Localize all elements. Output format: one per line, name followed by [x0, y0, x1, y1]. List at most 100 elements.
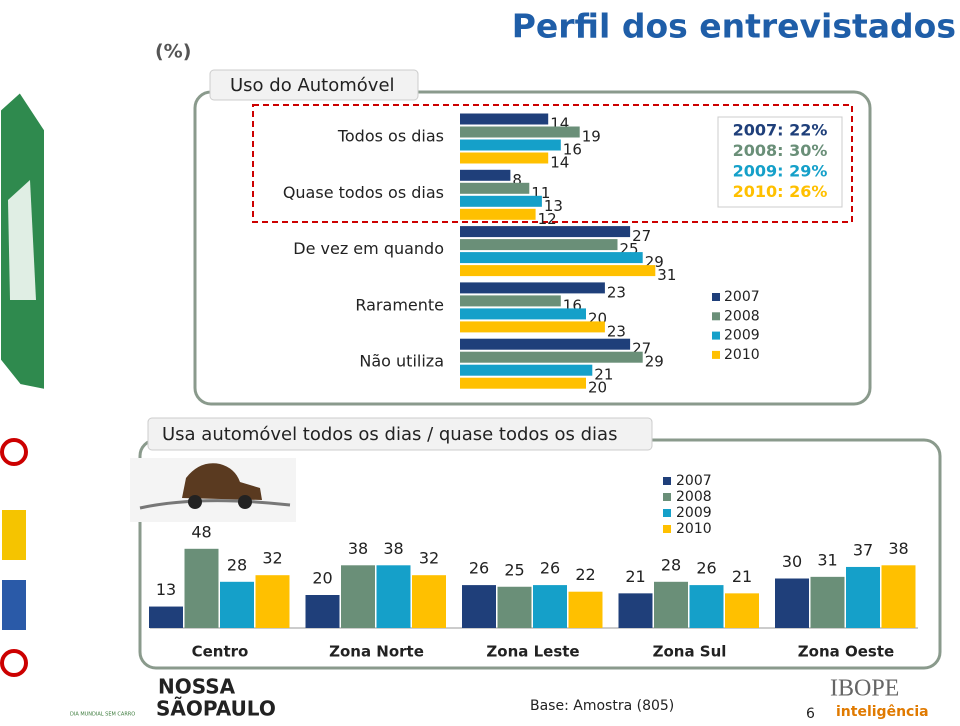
bar [460, 295, 561, 307]
unit: (%) [155, 41, 191, 63]
category-label: Zona Leste [486, 643, 579, 661]
category-label: Zona Norte [329, 643, 424, 661]
value-label: 22 [575, 565, 595, 584]
value-label: 23 [607, 283, 626, 301]
legend-label: 2008 [676, 489, 712, 505]
bar [810, 576, 845, 628]
bar [460, 208, 536, 220]
value-label: 31 [817, 550, 837, 569]
legend-swatch [712, 331, 720, 340]
value-label: 8 [512, 171, 522, 189]
legend-swatch [712, 312, 720, 321]
value-label: 27 [632, 227, 651, 245]
logo-text: NOSSA [158, 675, 236, 699]
legend-swatch [712, 293, 720, 301]
page-number: 6 [806, 706, 815, 722]
bar [184, 548, 219, 628]
bar [149, 606, 183, 628]
category-label: Zona Oeste [798, 643, 894, 661]
bar [305, 595, 340, 628]
value-label: 21 [732, 567, 752, 586]
legend-label: 2010 [724, 347, 760, 363]
value-label: 26 [469, 559, 489, 578]
value-label: 30 [782, 552, 802, 571]
bar [462, 585, 496, 628]
panel-tab [209, 69, 419, 101]
bar [460, 338, 631, 350]
category-label: Todos os dias [337, 127, 444, 146]
category-label: Zona Sul [653, 643, 727, 661]
value-label: 32 [262, 549, 282, 568]
category-label: Centro [192, 643, 249, 661]
bar [255, 575, 290, 628]
value-label: 38 [888, 539, 908, 558]
bar [775, 578, 809, 628]
bar [460, 239, 618, 251]
annotation-box [717, 116, 843, 208]
value-label: 14 [550, 154, 569, 172]
value-label: 29 [645, 353, 664, 371]
value-label: 20 [312, 569, 332, 588]
bar [846, 566, 880, 628]
bar [460, 139, 561, 151]
value-label: 26 [540, 559, 560, 578]
value-label: 26 [696, 559, 716, 578]
legend-label: 2008 [724, 308, 760, 324]
value-label: 28 [661, 555, 681, 574]
category-label: Quase todos os dias [283, 183, 444, 202]
bar [376, 565, 411, 628]
logo-text: DIA MUNDIAL SEM CARRO [70, 712, 135, 718]
bar [460, 226, 631, 238]
bar [220, 581, 254, 628]
base-note: Base: Amostra (805) [530, 698, 674, 714]
logo-text: IBOPE [830, 676, 899, 702]
bar [533, 585, 567, 628]
legend-swatch [663, 525, 671, 533]
value-label: 38 [383, 539, 403, 558]
value-label: 23 [607, 322, 626, 340]
legend-swatch [663, 493, 671, 501]
value-label: 38 [348, 539, 368, 558]
bar [460, 282, 605, 294]
highlight-box [252, 104, 853, 223]
bar [341, 565, 375, 628]
bar [497, 586, 532, 628]
bar [412, 575, 446, 628]
value-label: 13 [544, 197, 563, 215]
bar [460, 321, 605, 333]
bar [460, 265, 656, 277]
icon [2, 510, 26, 560]
bar [568, 591, 603, 628]
value-label: 13 [156, 580, 176, 599]
legend-label: 2007 [676, 473, 712, 489]
annotation: 2007: 22% [733, 121, 828, 140]
car-illustration [130, 458, 296, 522]
bar [460, 152, 549, 164]
value-label: 21 [594, 366, 613, 384]
sign-figure [8, 180, 36, 300]
legend-label: 2007 [724, 289, 760, 305]
bar [689, 585, 724, 628]
annotation: 2009: 29% [733, 162, 828, 181]
legend-label: 2009 [724, 328, 760, 344]
bar [460, 113, 549, 125]
logo-text: inteligência [836, 704, 929, 720]
value-label: 28 [227, 555, 247, 574]
icon [0, 438, 28, 466]
legend-label: 2009 [676, 505, 712, 521]
bar [460, 252, 643, 264]
panel-title: Usa automóvel todos os dias / quase todo… [162, 424, 617, 445]
value-label: 25 [504, 560, 524, 579]
panel-tab [147, 417, 653, 451]
logo-text: SÃOPAULO [156, 697, 276, 721]
panel-title: Uso do Automóvel [230, 75, 395, 96]
category-label: Não utiliza [359, 352, 444, 371]
category-label: De vez em quando [293, 239, 444, 258]
value-label: 20 [588, 379, 607, 397]
category-label: Raramente [355, 295, 444, 314]
bar [460, 169, 511, 181]
bar [725, 593, 759, 628]
annotation: 2008: 30% [733, 141, 828, 160]
bar [460, 182, 530, 194]
